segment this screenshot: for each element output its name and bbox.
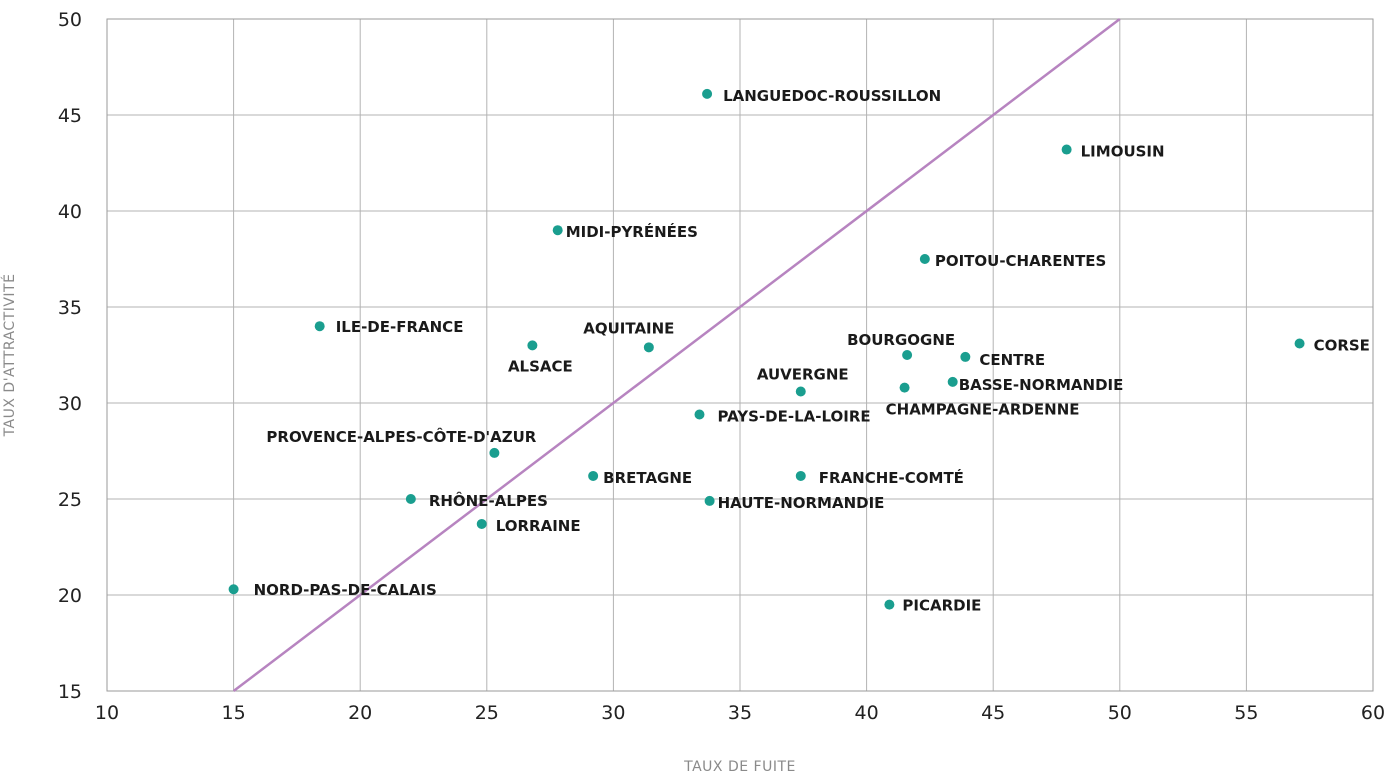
data-point-label: MIDI-PYRÉNÉES xyxy=(566,222,698,241)
data-point-label: AQUITAINE xyxy=(583,319,674,337)
data-point xyxy=(702,88,713,99)
data-point xyxy=(552,225,563,236)
x-tick-label: 60 xyxy=(1361,702,1385,724)
data-point xyxy=(947,376,958,387)
x-axis-title: TAUX DE FUITE xyxy=(683,759,796,775)
data-point xyxy=(960,351,971,362)
x-tick-label: 15 xyxy=(222,702,246,724)
diagonal-reference-line xyxy=(232,18,1121,692)
data-point-label: NORD-PAS-DE-CALAIS xyxy=(254,581,437,599)
data-point-label: PAYS-DE-LA-LOIRE xyxy=(717,408,870,426)
data-point xyxy=(1294,338,1305,349)
data-point xyxy=(884,599,895,610)
grid xyxy=(106,18,1374,692)
data-point-label: PROVENCE-ALPES-CÔTE-D'AZUR xyxy=(266,427,536,446)
x-tick-label: 40 xyxy=(855,702,879,724)
data-point-label: CENTRE xyxy=(979,351,1045,369)
data-point-label: LORRAINE xyxy=(496,517,581,535)
data-point xyxy=(228,584,239,595)
x-tick-label: 35 xyxy=(728,702,752,724)
plot-border xyxy=(106,18,1374,692)
data-point-label: CORSE xyxy=(1314,336,1370,354)
data-point-label: POITOU-CHARENTES xyxy=(935,252,1107,270)
data-point xyxy=(694,409,705,420)
data-point-label: LANGUEDOC-ROUSSILLON xyxy=(723,87,941,105)
y-tick-label: 15 xyxy=(58,681,82,703)
x-tick-label: 45 xyxy=(981,702,1005,724)
data-point-label: BRETAGNE xyxy=(603,469,692,487)
data-point xyxy=(476,518,487,529)
data-point xyxy=(795,470,806,481)
data-point-label: BASSE-NORMANDIE xyxy=(959,376,1124,394)
x-tick-label: 10 xyxy=(95,702,119,724)
y-tick-label: 35 xyxy=(58,297,82,319)
data-points xyxy=(228,88,1305,610)
data-point-label: AUVERGNE xyxy=(757,365,849,383)
data-point xyxy=(527,340,538,351)
data-point xyxy=(489,447,500,458)
data-point xyxy=(899,382,910,393)
x-tick-label: 55 xyxy=(1234,702,1258,724)
y-tick-label: 25 xyxy=(58,489,82,511)
y-tick-label: 30 xyxy=(58,393,82,415)
data-point-label: ALSACE xyxy=(508,357,573,375)
data-point xyxy=(795,386,806,397)
data-point xyxy=(1061,144,1072,155)
data-point xyxy=(588,470,599,481)
data-point xyxy=(704,495,715,506)
point-labels: LANGUEDOC-ROUSSILLON LIMOUSIN MIDI-PYRÉNÉE… xyxy=(254,87,1370,615)
data-point-label: BOURGOGNE xyxy=(847,331,955,349)
data-point xyxy=(919,254,930,264)
data-point xyxy=(643,342,654,353)
data-point-label: ILE-DE-FRANCE xyxy=(336,318,464,336)
y-tick-label: 40 xyxy=(58,201,82,223)
x-axis-ticks: 10 15 20 25 30 35 40 45 50 55 60 xyxy=(95,702,1385,724)
data-point-label: PICARDIE xyxy=(902,597,981,615)
x-tick-label: 30 xyxy=(601,702,625,724)
y-tick-label: 50 xyxy=(58,9,82,31)
x-tick-label: 25 xyxy=(475,702,499,724)
data-point xyxy=(902,350,913,360)
data-point-label: LIMOUSIN xyxy=(1081,143,1165,161)
data-point xyxy=(314,321,325,332)
data-point-label: RHÔNE-ALPES xyxy=(429,491,548,510)
data-point xyxy=(405,494,416,504)
y-tick-label: 20 xyxy=(58,585,82,607)
data-point-label: FRANCHE-COMTÉ xyxy=(819,468,964,487)
y-axis-ticks: 15 20 25 30 35 40 45 50 xyxy=(58,9,82,703)
data-point-label: CHAMPAGNE-ARDENNE xyxy=(886,401,1080,419)
y-axis-title: TAUX D'ATTRACTIVITÉ xyxy=(1,274,18,438)
y-tick-label: 45 xyxy=(58,105,82,127)
data-point-label: HAUTE-NORMANDIE xyxy=(718,494,885,512)
x-tick-label: 20 xyxy=(348,702,372,724)
x-tick-label: 50 xyxy=(1108,702,1132,724)
